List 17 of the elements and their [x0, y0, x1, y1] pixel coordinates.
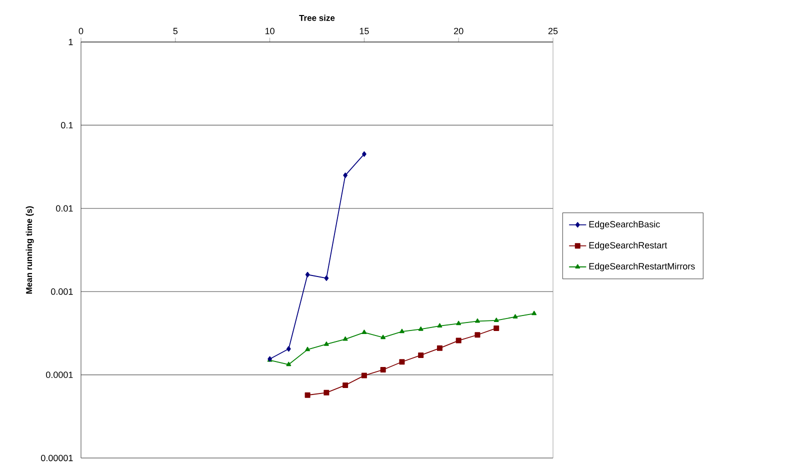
y-tick-label: 0.0001: [46, 372, 73, 378]
y-tick-label: 0.01: [56, 205, 73, 212]
x-tick-label: 10: [265, 28, 274, 34]
x-tick-label: 15: [360, 28, 369, 34]
y-tick-label: 0.00001: [41, 454, 73, 462]
y-tick-label: 0.1: [61, 122, 73, 128]
x-tick-label: 5: [173, 28, 178, 34]
y-tick-label: 0.001: [51, 288, 73, 295]
y-axis-title: Mean running time (s): [26, 206, 34, 294]
legend-label: EdgeSearchRestart: [589, 242, 668, 250]
y-tick-label: 1: [68, 38, 73, 46]
x-tick-label: 20: [454, 28, 464, 34]
x-tick-label: 25: [548, 28, 558, 34]
legend-label: EdgeSearchRestartMirrors: [589, 262, 695, 272]
legend-label: EdgeSearchBasic: [589, 220, 660, 230]
x-tick-label: 0: [78, 28, 84, 34]
x-axis-title: Tree size: [299, 14, 335, 21]
